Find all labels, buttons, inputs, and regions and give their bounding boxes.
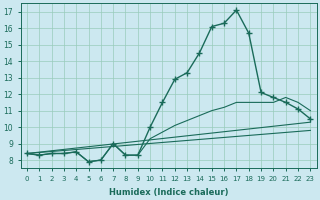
X-axis label: Humidex (Indice chaleur): Humidex (Indice chaleur) (109, 188, 228, 197)
